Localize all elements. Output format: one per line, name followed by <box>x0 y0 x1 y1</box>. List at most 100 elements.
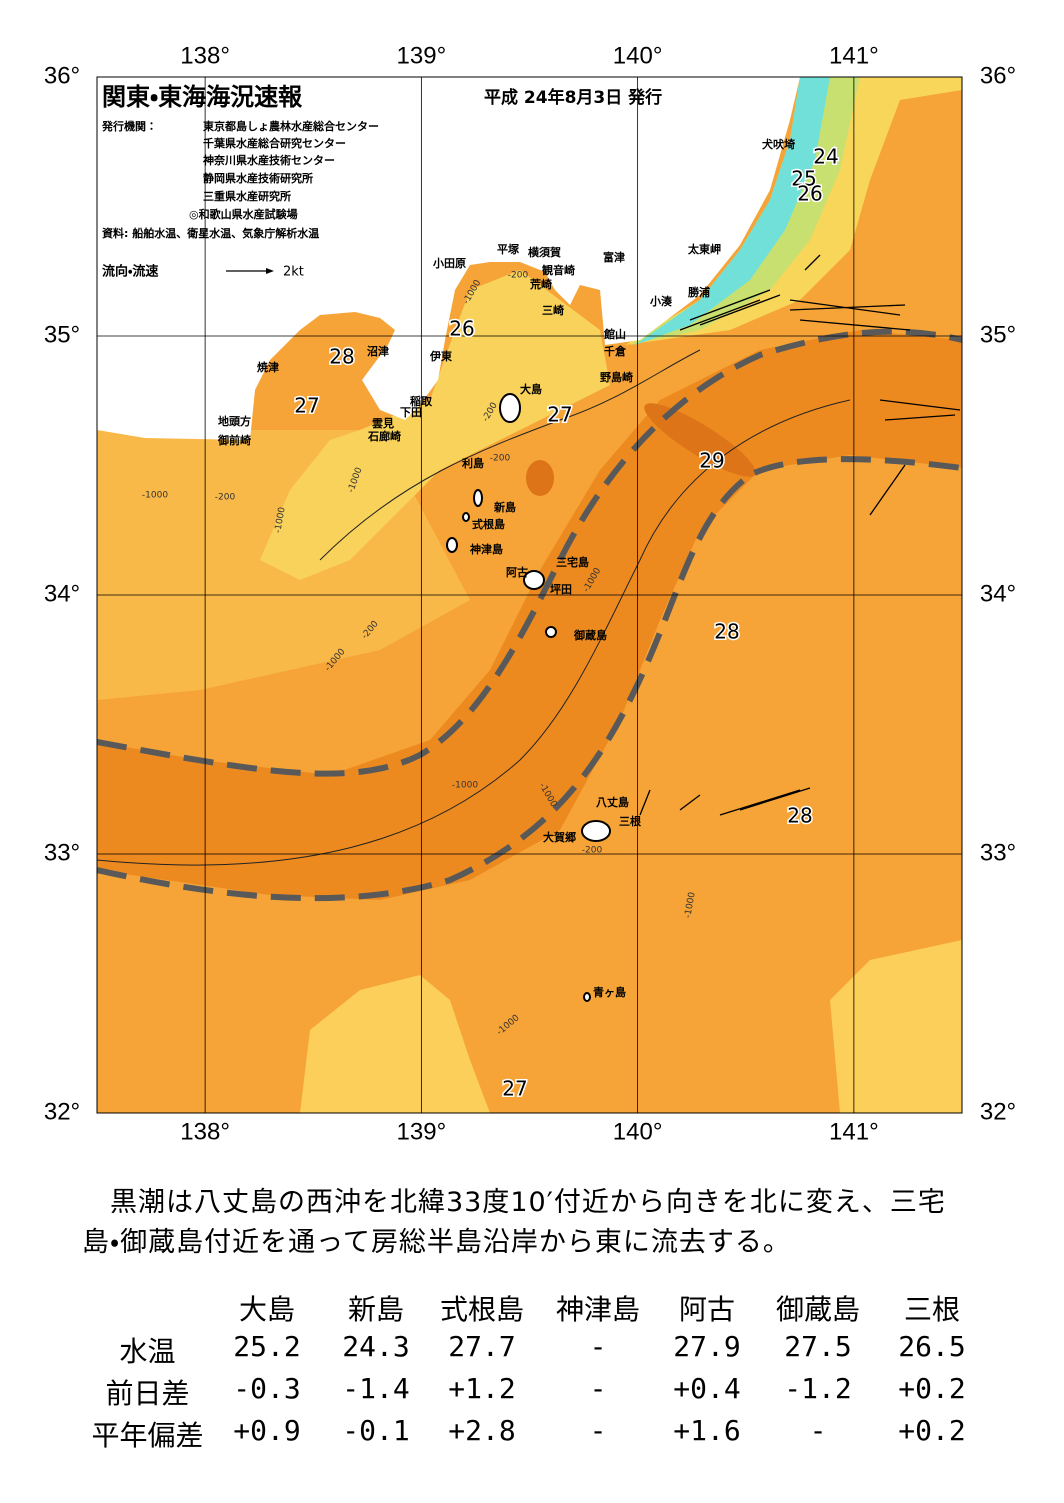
sea-zone <box>260 270 610 580</box>
lon-label: 140° <box>613 42 663 69</box>
place-label: 御前崎 <box>217 433 251 447</box>
table-cell: 27.7 <box>448 1330 516 1363</box>
place-label: 太東岬 <box>687 242 721 256</box>
table-row: 前日差 -0.3 -1.4 +1.2 - +0.4 -1.2 +0.2 <box>0 1372 1064 1412</box>
depth-label: -1000 <box>142 491 168 501</box>
place-label: 利島 <box>462 456 484 470</box>
legend-speed: 2kt <box>283 265 304 280</box>
column-header: 新島 <box>347 1293 404 1326</box>
lon-label: 139° <box>397 1118 447 1145</box>
legend-arrowhead <box>266 268 274 274</box>
place-label: 野島崎 <box>600 370 633 384</box>
lon-label: 138° <box>180 42 230 69</box>
column-header: 神津島 <box>555 1293 640 1326</box>
place-label: 地頭方 <box>218 414 251 428</box>
current-arrows <box>639 254 961 816</box>
table-row: 平年偏差 +0.9 -0.1 +2.8 - +1.6 - +0.2 <box>0 1414 1064 1454</box>
place-label: 館山 <box>603 327 626 341</box>
row-label: 水温 <box>119 1335 176 1368</box>
warm-core <box>644 403 756 477</box>
depth-label: -1000 <box>683 891 697 919</box>
temperature-label: 25 <box>791 167 816 191</box>
temperature-label: 24 <box>813 145 838 169</box>
table-cell: +0.9 <box>233 1414 301 1447</box>
table-cell: 25.2 <box>233 1330 301 1363</box>
table-cell: - <box>589 1414 607 1447</box>
place-label: 青ヶ島 <box>593 985 626 999</box>
place-label: 荒崎 <box>529 277 552 291</box>
temperature-label: 29 <box>699 449 724 473</box>
temperature-label: 26 <box>449 317 474 341</box>
place-label: 小田原 <box>432 256 466 270</box>
publisher: 神奈川県水産技術センター <box>202 153 335 167</box>
table-row: 水温 25.2 24.3 27.7 - 27.9 27.5 26.5 <box>0 1330 1064 1370</box>
table-cell: +2.8 <box>448 1414 516 1447</box>
table-cell: 26.5 <box>898 1330 966 1363</box>
row-label: 前日差 <box>105 1377 190 1410</box>
place-label: 平塚 <box>497 242 520 256</box>
lat-label: 32° <box>980 1098 1016 1125</box>
place-labels: 犬吠埼 太東岬 勝浦 小湊 館山 千倉 野島崎 富津 横須賀 観音崎 荒崎 三崎… <box>217 137 795 999</box>
source: 資料: 船舶水温、衛星水温、気象庁解析水温 <box>102 226 319 240</box>
islands <box>446 393 611 1002</box>
column-header: 三根 <box>903 1293 960 1326</box>
table-cell: +1.2 <box>448 1372 516 1405</box>
column-header: 式根島 <box>439 1293 524 1326</box>
table-cell: -1.2 <box>784 1372 852 1405</box>
lat-label: 34° <box>44 580 80 607</box>
place-label: 横須賀 <box>528 245 561 259</box>
lat-label: 34° <box>980 580 1016 607</box>
publisher-label: 発行機関： <box>101 119 157 133</box>
lat-label: 33° <box>44 839 80 866</box>
place-label: 犬吠埼 <box>762 137 795 151</box>
description: 黒潮は八丈島の西沖を北緯33度10′付近から向きを北に変え、三宅島・御蔵島付近を… <box>82 1187 946 1258</box>
place-label: 大賀郷 <box>543 830 576 844</box>
lon-label: 141° <box>829 42 879 69</box>
place-label: 雲見 <box>372 417 394 430</box>
issue-date: 平成 24年8月3日 発行 <box>484 87 662 108</box>
place-label: 三根 <box>619 814 642 828</box>
lon-label: 140° <box>613 1118 663 1145</box>
sea-zone <box>300 975 490 1113</box>
place-label: 御蔵島 <box>573 628 607 642</box>
table-cell: +0.2 <box>898 1414 966 1447</box>
lon-label: 141° <box>829 1118 879 1145</box>
place-label: 大島 <box>520 382 542 396</box>
table-cell: 24.3 <box>342 1330 410 1363</box>
lat-label: 36° <box>980 62 1016 89</box>
temperature-label: 27 <box>502 1077 527 1101</box>
lat-label: 35° <box>980 321 1016 348</box>
place-label: 千倉 <box>604 344 627 358</box>
depth-label: -200 <box>582 846 603 856</box>
temperature-label: 28 <box>714 620 739 644</box>
table-cell: +1.6 <box>673 1414 741 1447</box>
temperature-label: 28 <box>329 345 354 369</box>
lon-label: 138° <box>180 1118 230 1145</box>
column-header: 御蔵島 <box>775 1293 860 1326</box>
place-label: 下田 <box>400 406 422 419</box>
map: 138° 138° 139° 139° 140° 140° 141° 141° 36° 36° 35… <box>44 42 1016 1145</box>
place-label: 観音崎 <box>542 263 575 277</box>
table-header: 大島 新島 式根島 神津島 阿古 御蔵島 三根 <box>0 1288 1064 1328</box>
map-title: 関東・東海海況速報 <box>102 83 303 111</box>
place-label: 坪田 <box>550 583 572 596</box>
land <box>97 77 800 440</box>
temperature-label: 26 <box>797 182 822 206</box>
place-label: 式根島 <box>472 517 505 531</box>
place-label: 阿古 <box>506 565 528 579</box>
lat-label: 32° <box>44 1098 80 1125</box>
temperature-label: 27 <box>294 394 319 418</box>
place-label: 神津島 <box>469 542 503 556</box>
place-label: 三宅島 <box>556 555 589 569</box>
table-cell: - <box>589 1372 607 1405</box>
column-header: 阿古 <box>678 1293 735 1326</box>
temperature-label: 28 <box>787 804 812 828</box>
depth-label: -200 <box>215 493 236 503</box>
place-label: 稲取 <box>410 394 433 408</box>
temperature-label: 27 <box>547 403 572 427</box>
place-label: 新島 <box>493 500 516 514</box>
table-cell: +0.2 <box>898 1372 966 1405</box>
place-label: 三崎 <box>542 303 564 317</box>
table-cell: -0.1 <box>342 1414 410 1447</box>
place-label: 小湊 <box>649 294 673 308</box>
